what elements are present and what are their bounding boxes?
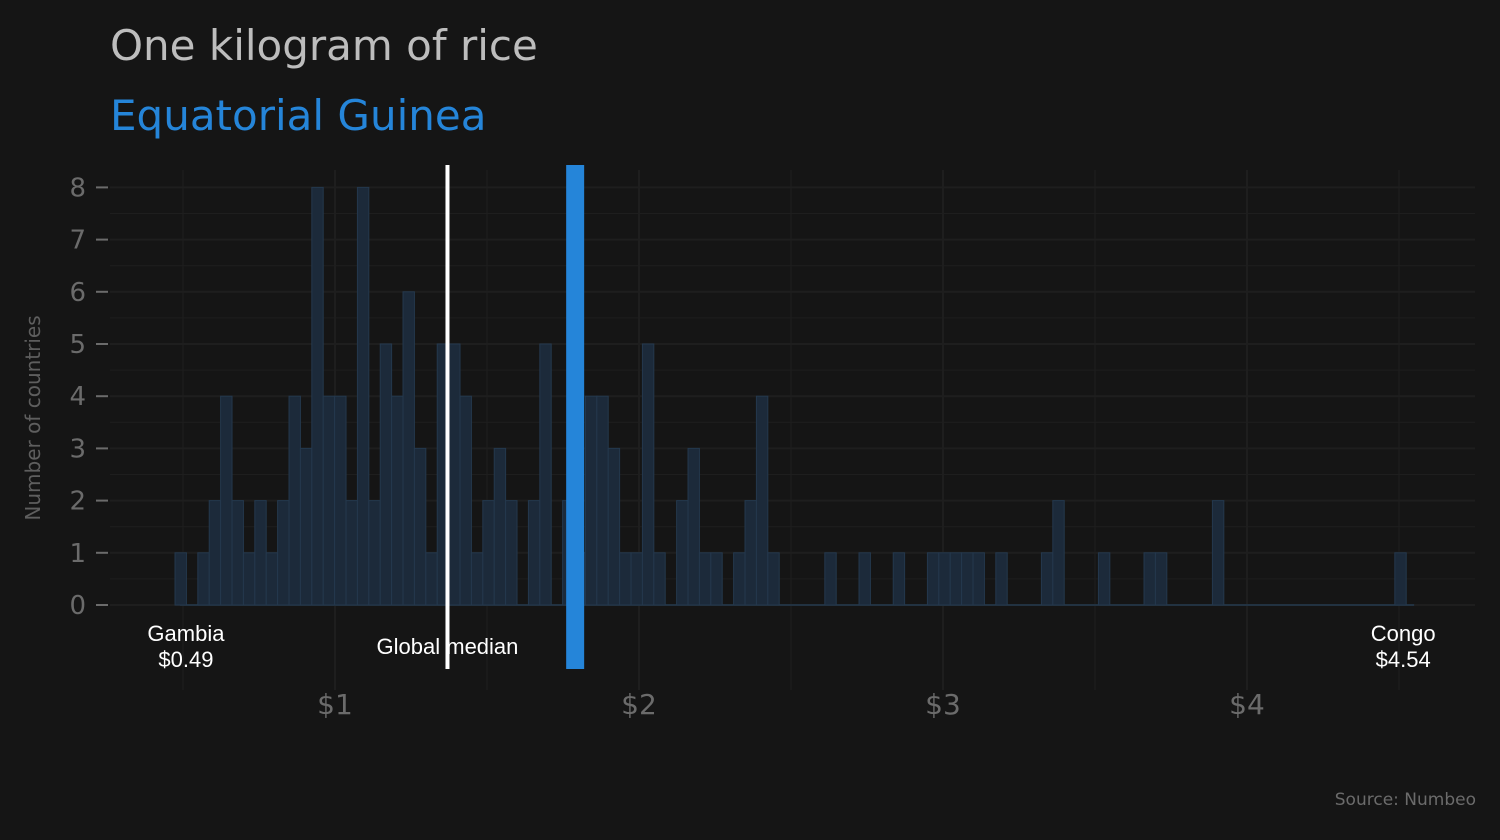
histogram-bar	[208, 500, 222, 606]
histogram-bars	[174, 186, 1407, 606]
histogram-bar	[1211, 500, 1225, 606]
reference-lines	[445, 165, 585, 669]
histogram-bar	[448, 343, 461, 606]
highlight-line	[566, 165, 585, 669]
histogram-bar	[402, 291, 415, 606]
histogram-bar	[482, 500, 495, 606]
x-tick-label: $1	[317, 688, 353, 721]
y-tick-label: 7	[69, 226, 86, 256]
histogram-bar	[1154, 552, 1168, 606]
histogram-bar	[676, 500, 689, 606]
histogram-bar	[197, 552, 210, 606]
histogram-bar	[744, 500, 757, 606]
histogram-bar	[413, 447, 427, 606]
y-axis-label: Number of countries	[21, 315, 45, 520]
histogram-bar	[334, 395, 347, 606]
histogram-bar	[584, 395, 598, 606]
histogram-bar	[391, 395, 404, 606]
histogram-bar	[425, 552, 438, 606]
y-axis-ticks: 0 1 2 3 4 5 6 7 8	[69, 173, 108, 621]
histogram-bar	[630, 552, 643, 606]
histogram-bar	[1097, 552, 1111, 606]
histogram-bar	[539, 343, 552, 606]
histogram-bar	[459, 395, 472, 606]
histogram-bar	[174, 552, 187, 606]
x-tick-label: $2	[621, 688, 657, 721]
histogram-bar	[641, 343, 655, 606]
histogram-bar	[379, 343, 393, 606]
median-line	[445, 165, 450, 669]
y-tick-label: 1	[69, 539, 86, 569]
y-tick-label: 4	[69, 382, 86, 412]
max-price-label: $4.54	[1376, 647, 1431, 672]
histogram-bar	[607, 447, 621, 606]
histogram-bar	[926, 552, 940, 606]
histogram-bar	[755, 395, 769, 606]
histogram-bar	[824, 552, 837, 606]
histogram-bar	[767, 552, 780, 606]
histogram-bar	[505, 500, 518, 606]
histogram-bar	[938, 552, 951, 606]
histogram-bar	[733, 552, 746, 606]
histogram-bar	[596, 395, 609, 606]
histogram-bar	[527, 500, 541, 606]
histogram-bar	[277, 500, 290, 606]
histogram-bar	[1394, 552, 1407, 606]
histogram-bar	[368, 500, 381, 606]
min-price-label: $0.49	[158, 647, 213, 672]
median-label: Global median	[377, 634, 519, 659]
histogram-bar	[356, 186, 370, 606]
chart-title: One kilogram of rice	[110, 21, 538, 70]
histogram-bar	[858, 552, 871, 606]
histogram-bar	[242, 552, 256, 606]
histogram-bar	[311, 186, 324, 606]
y-tick-label: 2	[69, 487, 86, 517]
histogram-bar	[961, 552, 974, 606]
histogram-bar	[1040, 552, 1054, 606]
y-tick-label: 6	[69, 278, 86, 308]
chart-subtitle: Equatorial Guinea	[110, 91, 486, 140]
histogram-bar	[995, 552, 1008, 606]
y-tick-label: 5	[69, 330, 86, 360]
x-axis-ticks: $1 $2 $3 $4	[317, 688, 1265, 721]
histogram-bar	[619, 552, 632, 606]
histogram-bar	[322, 395, 336, 606]
histogram-bar	[653, 552, 666, 606]
y-tick-label: 8	[69, 173, 86, 203]
histogram-bar	[1143, 552, 1156, 606]
histogram-bar	[231, 500, 244, 606]
histogram-bar	[892, 552, 906, 606]
histogram-bar	[265, 552, 279, 606]
min-country-label: Gambia	[147, 621, 225, 646]
source-note: Source: Numbeo	[1335, 790, 1476, 810]
histogram-bar	[949, 552, 963, 606]
histogram-bar	[299, 447, 313, 606]
histogram-bar	[254, 500, 267, 606]
histogram-bar	[1052, 500, 1065, 606]
histogram-bar	[710, 552, 723, 606]
histogram-bar	[493, 447, 507, 606]
y-tick-label: 0	[69, 591, 86, 621]
x-tick-label: $4	[1229, 688, 1265, 721]
histogram-bar	[470, 552, 484, 606]
x-tick-label: $3	[925, 688, 961, 721]
histogram-bar	[220, 395, 233, 606]
histogram-bar	[698, 552, 712, 606]
y-tick-label: 3	[69, 434, 86, 464]
histogram-bar	[288, 395, 301, 606]
histogram-bar	[972, 552, 985, 606]
histogram-bar	[687, 447, 700, 606]
histogram-bar	[345, 500, 358, 606]
max-country-label: Congo	[1371, 621, 1436, 646]
